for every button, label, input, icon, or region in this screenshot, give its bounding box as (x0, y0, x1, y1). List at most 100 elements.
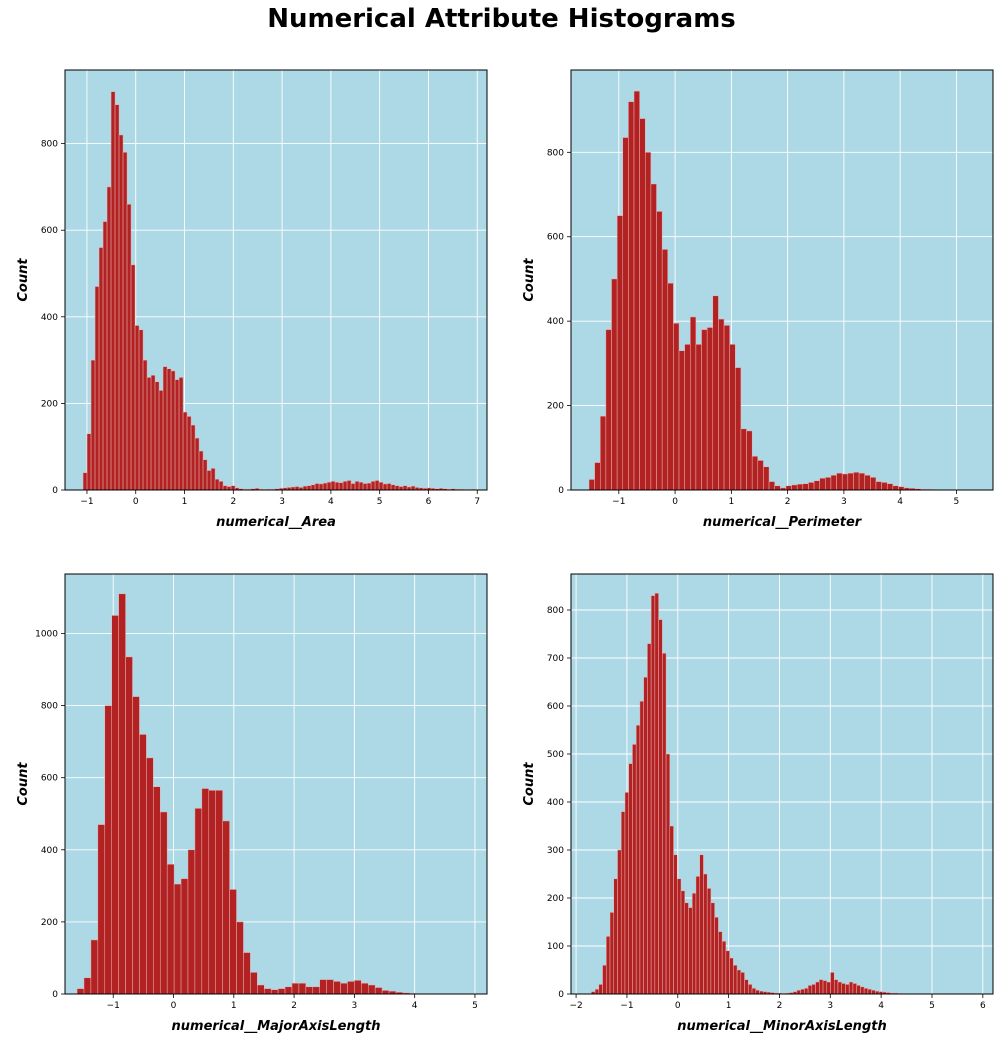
histogram-bar (774, 485, 781, 491)
histogram-bar (845, 984, 850, 995)
histogram-bar (166, 368, 172, 491)
histogram-bar (811, 984, 816, 995)
histogram-bar (111, 615, 119, 995)
histogram-bar (714, 916, 719, 995)
y-tick-label: 1000 (35, 629, 58, 639)
histogram-bar (748, 984, 753, 995)
histogram-bar (837, 981, 842, 995)
histogram-bar (751, 455, 759, 491)
histogram-bar (712, 295, 719, 491)
histogram-bar (836, 472, 843, 491)
histogram-bar (808, 482, 815, 491)
histogram-bar (609, 912, 615, 995)
y-tick-label: 800 (547, 606, 564, 616)
histogram-bar (830, 972, 835, 995)
histogram-bar (305, 986, 314, 995)
histogram-bar (382, 483, 388, 491)
histogram-bar (102, 221, 108, 491)
histogram-bar (645, 152, 652, 491)
histogram-bar (334, 481, 340, 491)
histogram-bar (841, 473, 849, 491)
histogram-bar (314, 483, 320, 491)
histogram-bar (735, 367, 742, 491)
histogram-bar (725, 950, 730, 995)
histogram-bar (673, 854, 678, 995)
y-axis-label: Count (16, 258, 31, 302)
histogram-bar (236, 921, 244, 995)
histogram-bar (875, 481, 882, 491)
histogram-bar (370, 481, 376, 491)
histogram-bar (374, 987, 383, 995)
histogram-bar (390, 484, 396, 491)
x-tick-label: 3 (352, 1001, 358, 1011)
histogram-bar (378, 481, 384, 491)
histogram-bar (158, 390, 164, 491)
histogram-bar (194, 808, 203, 995)
histogram-bar (650, 183, 657, 491)
histogram-bar (677, 878, 682, 995)
plot-frame (64, 573, 488, 995)
x-tick-label: 5 (954, 497, 960, 507)
histogram-bar (386, 483, 392, 491)
histogram-bar (639, 700, 644, 995)
histogram-bar (298, 982, 307, 995)
histogram-bar (118, 134, 124, 491)
histogram-bar (277, 988, 286, 995)
histogram-bar (354, 481, 360, 491)
histogram-bar (643, 676, 648, 995)
histogram-bar (312, 986, 320, 995)
histogram-bar (226, 486, 232, 491)
figure-title: Numerical Attribute Histograms (267, 4, 736, 34)
histogram-bar (680, 890, 686, 995)
histogram-bar (367, 984, 376, 995)
y-tick-label: 600 (547, 233, 564, 243)
histogram-bar (632, 744, 637, 995)
histogram-bar (701, 329, 708, 491)
histogram-bar (186, 416, 192, 491)
histogram-bar (218, 481, 224, 491)
histogram-bar (330, 481, 336, 491)
histogram-bar (791, 484, 798, 491)
histogram-bar (673, 323, 680, 491)
histogram-bar (243, 952, 251, 995)
histogram-bar (222, 820, 230, 995)
y-axis-label: Count (16, 762, 31, 806)
histogram-bar (132, 696, 140, 995)
y-tick-label: 400 (547, 798, 564, 808)
histogram-bar (257, 984, 265, 995)
histogram-bar (206, 470, 212, 491)
histogram-bar (178, 377, 184, 491)
histogram-bar (602, 964, 607, 995)
histogram-bar (867, 988, 872, 995)
x-tick-label: 1 (728, 497, 734, 507)
histogram-bar (214, 478, 220, 491)
x-tick-label: 5 (377, 497, 383, 507)
histogram-bar (291, 982, 300, 995)
histogram-bar (166, 863, 175, 995)
perimeter-histogram-panel: −1 0 1 2 3 4 5 0 200 400 600 800 numerical__Perimete… (522, 69, 994, 530)
minor-axis-length-histogram-panel: −2 −1 0 1 2 3 4 5 6 0 100 200 300 400 500 600 700 800 nume… (522, 573, 994, 1034)
y-tick-label: 0 (558, 486, 564, 496)
histogram-bar (744, 979, 749, 995)
histogram-bar (853, 472, 860, 491)
histogram-bar (180, 878, 189, 995)
histogram-bar (202, 459, 208, 491)
x-axis-label: numerical__Area (216, 515, 336, 530)
histogram-bar (222, 485, 228, 491)
x-tick-label: 7 (474, 497, 480, 507)
x-tick-label: 4 (412, 1001, 418, 1011)
y-tick-label: 400 (41, 313, 58, 323)
x-tick-label: 6 (426, 497, 432, 507)
histogram-bar (354, 980, 362, 995)
x-tick-label: 1 (231, 1001, 237, 1011)
x-tick-label: 3 (827, 1001, 833, 1011)
histogram-bar (402, 485, 408, 491)
x-tick-label: 3 (841, 497, 847, 507)
histogram-bar (819, 979, 824, 995)
histogram-bar (628, 101, 635, 491)
histogram-bar (182, 411, 188, 491)
histogram-bar (695, 344, 702, 491)
histogram-bar (270, 989, 279, 995)
histogram-bar (881, 482, 888, 491)
